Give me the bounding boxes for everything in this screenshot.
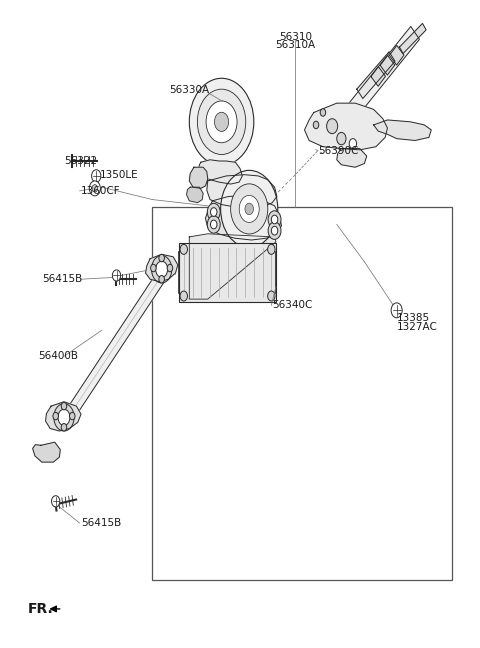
Circle shape — [320, 109, 326, 116]
Circle shape — [58, 410, 70, 425]
Text: FR.: FR. — [28, 602, 54, 616]
Circle shape — [152, 255, 172, 283]
Polygon shape — [205, 196, 281, 240]
Bar — [153, 207, 452, 581]
Circle shape — [313, 121, 319, 129]
Circle shape — [61, 424, 67, 431]
Text: 56400B: 56400B — [38, 351, 78, 362]
Circle shape — [268, 211, 281, 228]
Text: 1327AC: 1327AC — [396, 322, 438, 332]
Circle shape — [89, 181, 100, 196]
Polygon shape — [33, 442, 60, 462]
Text: 13385: 13385 — [396, 313, 430, 323]
Text: 56310A: 56310A — [275, 40, 315, 51]
Circle shape — [156, 261, 168, 277]
Circle shape — [197, 89, 246, 154]
Circle shape — [180, 291, 188, 301]
Circle shape — [53, 412, 59, 420]
Polygon shape — [145, 254, 178, 282]
Circle shape — [54, 404, 74, 431]
Text: 56390C: 56390C — [318, 146, 359, 156]
Circle shape — [207, 216, 220, 233]
Text: 56415B: 56415B — [42, 274, 82, 284]
Circle shape — [70, 412, 75, 420]
Circle shape — [231, 184, 268, 234]
Circle shape — [245, 203, 253, 214]
Polygon shape — [46, 402, 81, 431]
Text: 1350LE: 1350LE — [99, 170, 138, 179]
Circle shape — [239, 196, 259, 222]
Polygon shape — [60, 271, 166, 428]
Circle shape — [221, 170, 278, 248]
Circle shape — [167, 264, 173, 272]
Text: 56340C: 56340C — [272, 300, 312, 310]
Polygon shape — [399, 23, 426, 54]
Polygon shape — [389, 45, 404, 65]
Circle shape — [211, 220, 217, 229]
Circle shape — [61, 402, 67, 410]
Polygon shape — [371, 67, 385, 86]
Polygon shape — [342, 27, 420, 125]
Circle shape — [112, 270, 120, 281]
Polygon shape — [304, 103, 387, 150]
Circle shape — [215, 112, 228, 132]
Polygon shape — [207, 175, 277, 209]
Circle shape — [271, 215, 278, 224]
Circle shape — [268, 291, 275, 301]
Polygon shape — [373, 120, 431, 141]
Text: 1360CF: 1360CF — [81, 186, 120, 196]
Circle shape — [211, 207, 217, 216]
Circle shape — [268, 222, 281, 239]
Circle shape — [206, 101, 237, 143]
Polygon shape — [380, 55, 395, 75]
Polygon shape — [357, 52, 395, 98]
Polygon shape — [189, 167, 208, 189]
Polygon shape — [187, 187, 203, 203]
Circle shape — [391, 303, 402, 318]
Circle shape — [207, 203, 220, 221]
Circle shape — [180, 244, 188, 254]
Circle shape — [159, 275, 165, 283]
Text: 56310: 56310 — [279, 32, 312, 41]
Circle shape — [337, 132, 346, 145]
Text: 56330A: 56330A — [169, 85, 209, 95]
Text: 56415B: 56415B — [81, 518, 121, 528]
Polygon shape — [199, 160, 242, 184]
Circle shape — [51, 496, 60, 507]
Polygon shape — [189, 234, 276, 299]
Bar — [179, 243, 276, 302]
Circle shape — [326, 119, 338, 133]
Circle shape — [92, 185, 97, 192]
Circle shape — [151, 264, 156, 272]
Text: 56322: 56322 — [64, 156, 97, 166]
Polygon shape — [337, 148, 367, 167]
Circle shape — [189, 78, 254, 165]
Circle shape — [271, 226, 278, 235]
Circle shape — [268, 244, 275, 254]
Circle shape — [349, 139, 357, 148]
Circle shape — [159, 254, 165, 262]
Circle shape — [92, 170, 101, 182]
